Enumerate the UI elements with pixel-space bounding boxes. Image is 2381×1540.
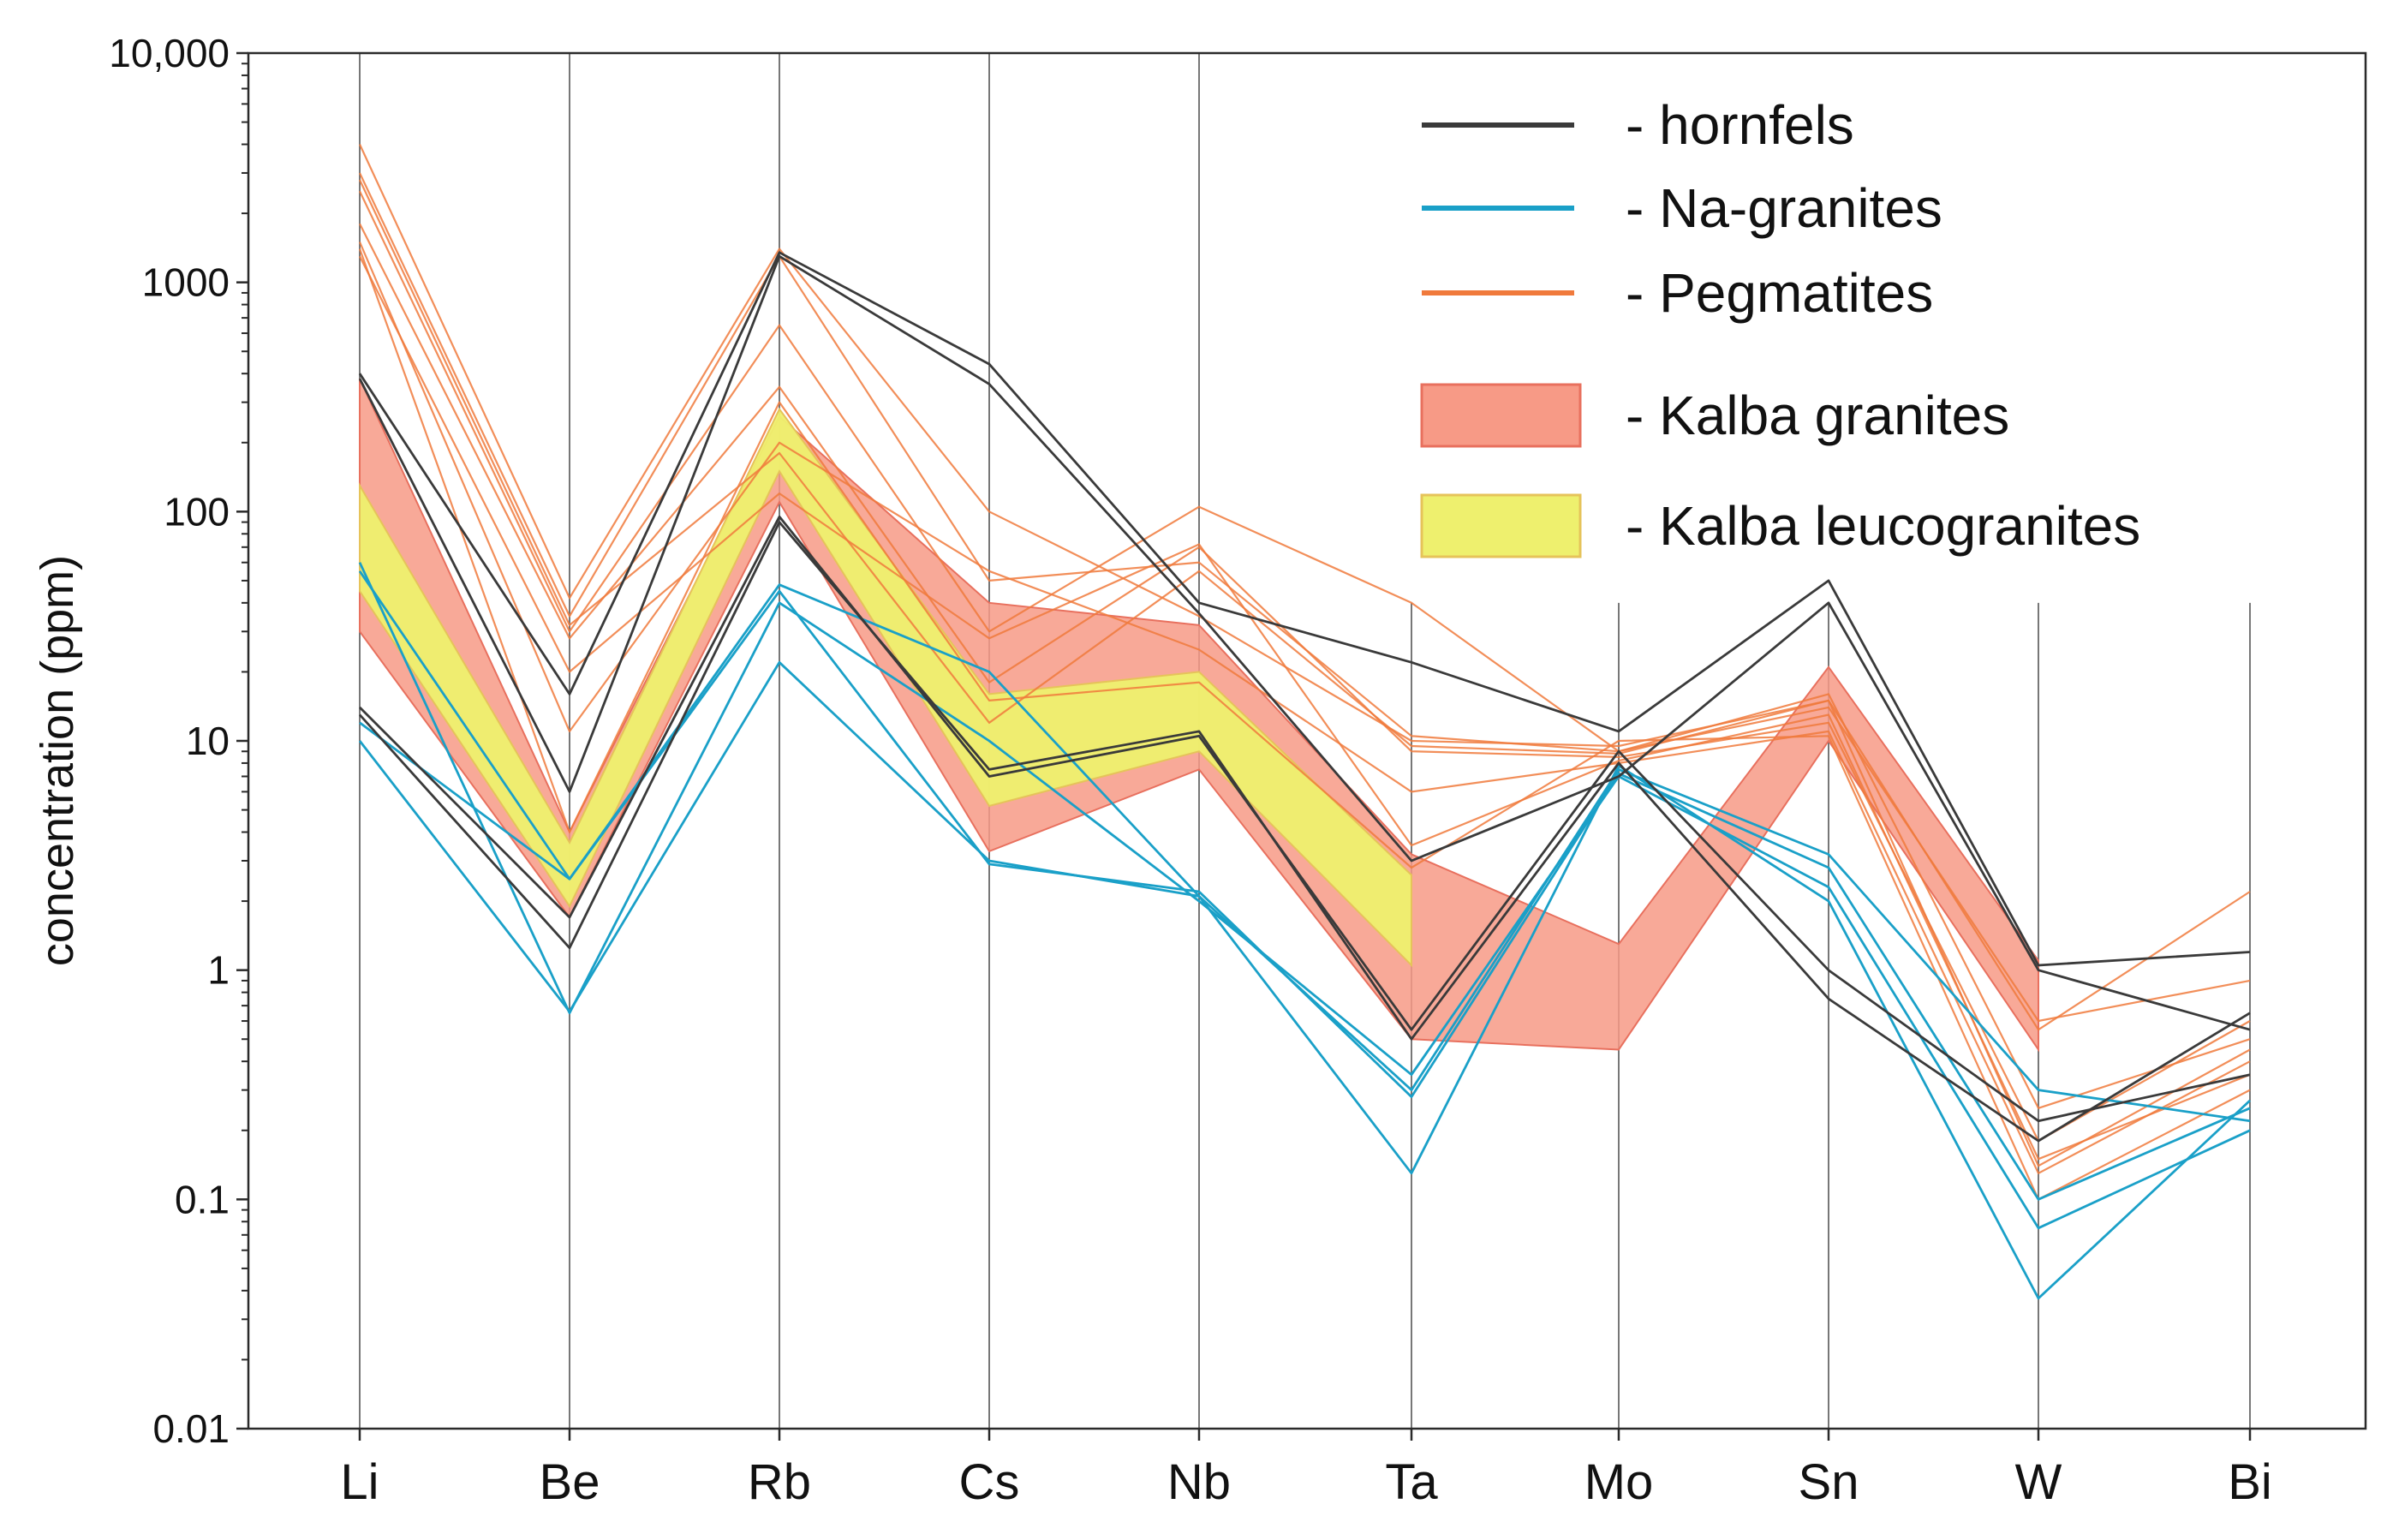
x-tick-label-cs: Cs (959, 1454, 1020, 1510)
y-tick-label: 10 (186, 719, 230, 763)
series-na-granites-3 (358, 660, 2251, 1300)
series-pegmatites-7 (358, 248, 2251, 1201)
legend: - hornfels - Na-granites - Pegmatites - Kal… (1420, 94, 2140, 558)
y-tick-label: 1000 (142, 260, 230, 305)
y-tick-label: 1 (207, 948, 230, 993)
legend-label: - Kalba granites (1626, 385, 2009, 446)
legend-swatch (1420, 383, 1582, 448)
series-hornfels-2 (358, 254, 2251, 1031)
legend-label: - Pegmatites (1626, 262, 1933, 324)
legend-item-kalba-leucogranites: - Kalba leucogranites (1420, 493, 2140, 558)
legend-label: - hornfels (1626, 94, 1854, 156)
y-tick-label: 10,000 (109, 31, 230, 75)
series-na-granites-2 (358, 562, 2251, 1230)
series-pegmatites-5 (358, 242, 2251, 1174)
legend-item-hornfels: - hornfels (1422, 94, 1854, 156)
series-hornfels-4 (358, 521, 2251, 1143)
series-pegmatites-3 (359, 190, 2251, 1109)
legend-item-kalba-granites: - Kalba granites (1420, 383, 2009, 448)
legend-label: - Na-granites (1626, 177, 1942, 239)
legend-swatch (1420, 493, 1582, 558)
x-tick-label-sn: Sn (1799, 1454, 1859, 1510)
series-pegmatites-8 (359, 179, 2251, 1167)
series-hornfels-3 (359, 515, 2251, 1123)
axes-layer: 0.01 0.1 1 10 100 1000 10,000 Li Be Rb Cs Nb Ta Mo Sn W… (109, 31, 2367, 1510)
series-layer (358, 144, 2251, 1300)
series-hornfels-1 (358, 251, 2251, 967)
x-tick-label-li: Li (340, 1454, 379, 1510)
legend-item-na-granites: - Na-granites (1422, 177, 1942, 239)
y-tick-label: 0.01 (152, 1406, 230, 1451)
x-tick-label-be: Be (540, 1454, 600, 1510)
x-tick-label-bi: Bi (2228, 1454, 2272, 1510)
band-layer (359, 378, 2039, 1053)
x-tick-label-nb: Nb (1167, 1454, 1231, 1510)
x-tick-label-mo: Mo (1584, 1454, 1654, 1510)
x-tick-label-rb: Rb (748, 1454, 811, 1510)
legend-label: - Kalba leucogranites (1626, 495, 2140, 557)
legend-item-pegmatites: - Pegmatites (1422, 262, 1933, 324)
band-kalba-leucogranites (359, 407, 1412, 968)
y-axis-title: concentration (ppm) (32, 555, 83, 966)
series-pegmatites-6 (359, 255, 2251, 1161)
y-tick-label: 0.1 (175, 1177, 230, 1221)
x-tick-label-ta: Ta (1385, 1454, 1438, 1510)
x-tick-label-w: W (2015, 1454, 2062, 1510)
y-tick-label: 100 (164, 489, 230, 534)
